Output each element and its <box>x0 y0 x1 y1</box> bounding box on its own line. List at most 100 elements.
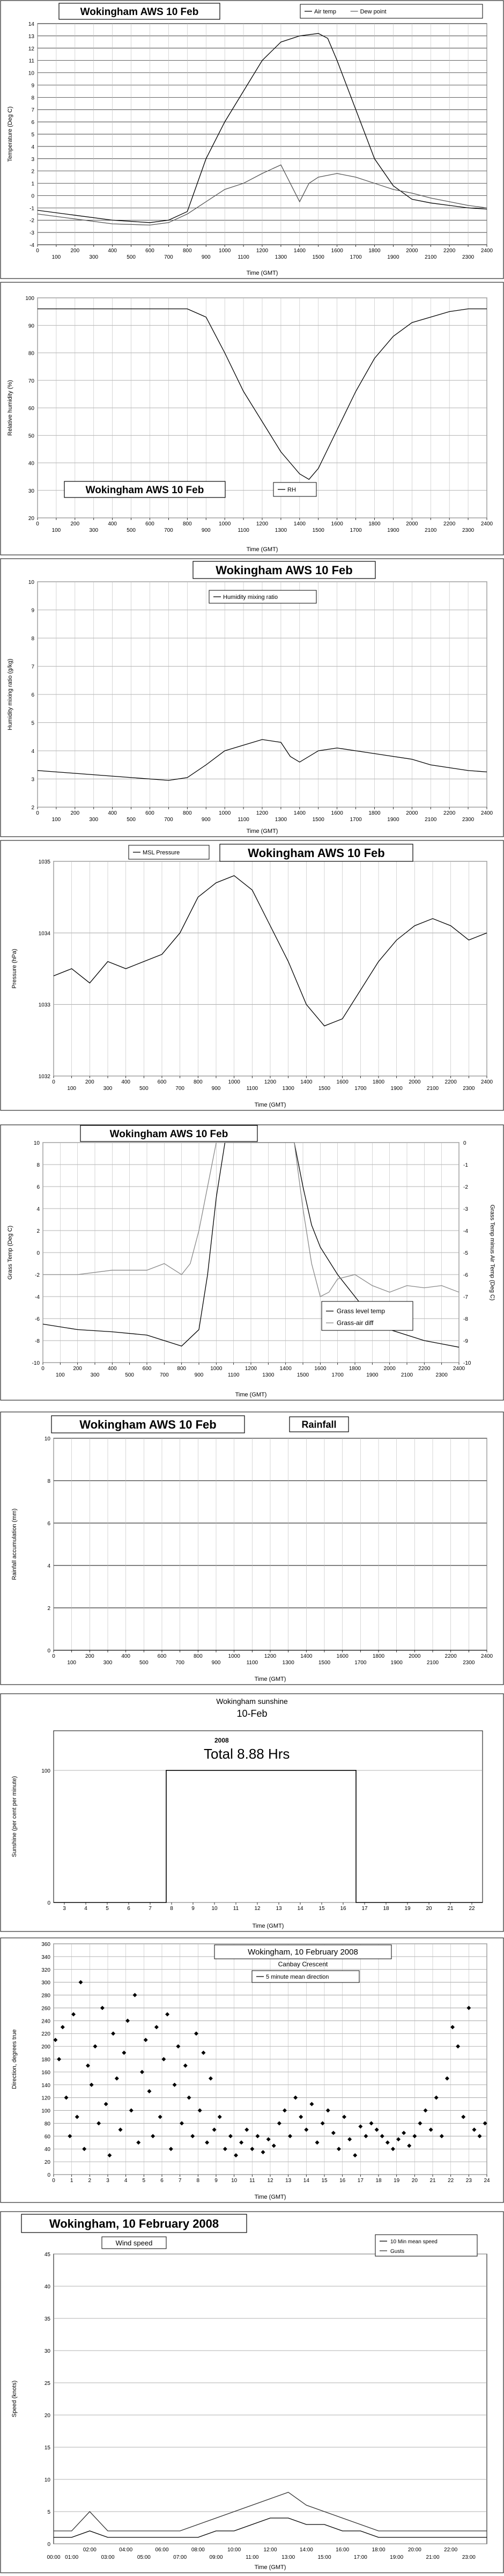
scatter-point <box>309 2102 314 2106</box>
x-tick-label: 1500 <box>313 254 325 260</box>
scatter-point <box>277 2121 281 2126</box>
x-tick-label: 1100 <box>238 254 249 260</box>
y-tick-label: 1035 <box>39 859 51 865</box>
y-tick-label: -3 <box>29 230 34 236</box>
x-tick-label: 18:00 <box>372 2547 385 2553</box>
x-tick-label: 03:00 <box>101 2555 114 2560</box>
scatter-point <box>412 2134 417 2139</box>
scatter-point <box>114 2076 119 2081</box>
x-tick-label: 21 <box>429 2178 436 2184</box>
x-tick-label: 13:00 <box>281 2555 295 2560</box>
scatter-point <box>165 2012 170 2017</box>
x-tick-label: 2300 <box>462 817 475 823</box>
series-line-0 <box>37 739 487 781</box>
x-tick-label: 1000 <box>219 810 231 816</box>
x-tick-label: 2300 <box>462 254 475 260</box>
y-tick-label: 10 <box>34 1140 40 1146</box>
y-tick-label: 40 <box>45 2147 51 2153</box>
scatter-point <box>423 2108 428 2113</box>
x-tick-label: 13 <box>276 1906 282 1912</box>
y-tick-label: 50 <box>28 433 35 439</box>
x-tick-label: 600 <box>145 248 154 254</box>
x-tick-label: 21:00 <box>426 2555 439 2560</box>
y-tick-label: 20 <box>45 2160 51 2165</box>
x-axis-label: Time (GMT) <box>255 2194 286 2200</box>
scatter-point <box>288 2134 293 2139</box>
legend-label: 10 Min mean speed <box>390 2239 438 2245</box>
scatter-point <box>60 2025 65 2030</box>
scatter-point <box>161 2057 166 2061</box>
x-tick-label: 1200 <box>256 810 269 816</box>
scatter-point <box>194 2031 198 2036</box>
y-tick-label: 9 <box>31 83 34 89</box>
y-tick-label: 100 <box>41 1768 50 1774</box>
temperature-chart: -4-3-2-101234567891011121314010020030040… <box>0 0 504 279</box>
x-tick-label: 300 <box>89 254 98 260</box>
chart-title: Wokingham AWS 10 Feb <box>86 485 204 496</box>
legend-label: Air temp <box>314 9 336 15</box>
y-tick-label: 20 <box>28 516 35 522</box>
x-tick-label: 1800 <box>349 1366 361 1372</box>
x-tick-label: 04:00 <box>119 2547 132 2553</box>
y-tick-label: 11 <box>29 58 35 64</box>
scatter-point <box>64 2095 69 2100</box>
x-tick-label: 1300 <box>275 817 287 823</box>
scatter-point <box>320 2121 325 2126</box>
y-tick-label: 2 <box>31 805 34 811</box>
wind-direction-chart: 0204060801001201401601802002202402602803… <box>0 1937 504 2203</box>
x-tick-label: 1900 <box>391 1660 403 1666</box>
x-tick-label: 16:00 <box>336 2547 349 2553</box>
y-tick-label: 320 <box>41 1967 50 1973</box>
pressure-chart: 1032 1033 1034 1035 0 100 200 300 400 500 600 700 80… <box>0 840 504 1111</box>
y-tick-label: 0 <box>47 1648 50 1654</box>
legend-label: MSL Pressure <box>143 850 180 856</box>
x-tick-label: 1500 <box>313 817 325 823</box>
scatter-point <box>472 2127 477 2132</box>
y-axis-label: Humidity mixing ratio (g/kg) <box>7 658 13 730</box>
y-tick-label: 35 <box>45 2316 51 2322</box>
legend-label: Grass-air diff <box>337 1319 374 1327</box>
x-tick-label: 2000 <box>409 1079 421 1085</box>
x-tick-label: 0 <box>52 1079 55 1085</box>
scatter-point <box>466 2006 471 2010</box>
chart-title-box <box>80 1125 258 1142</box>
x-tick-label: 1300 <box>275 528 287 533</box>
scatter-point <box>304 2127 309 2132</box>
legend-box <box>101 2236 167 2249</box>
chart-title: Wokingham, 10 February 2008 <box>248 1948 358 1957</box>
x-tick-label: 1600 <box>337 1079 349 1085</box>
chart-title-box <box>64 481 226 498</box>
y-tick-label: 260 <box>41 2006 50 2011</box>
y-tick-label: 2 <box>36 1228 40 1234</box>
scatter-point <box>57 2057 62 2061</box>
x-tick-label: 300 <box>91 1372 100 1378</box>
scatter-point <box>172 2082 177 2087</box>
scatter-point <box>369 2121 374 2126</box>
y-tick-label: 300 <box>41 1980 50 1986</box>
y-tick-label: 5 <box>31 721 34 727</box>
scatter-point <box>439 2134 444 2139</box>
scatter-point <box>407 2143 412 2148</box>
legend-label: 5 minute mean direction <box>266 1974 329 1980</box>
x-tick-label: 1700 <box>350 254 362 260</box>
x-tick-label: 2200 <box>443 810 456 816</box>
y-tick-label: 8 <box>47 1479 50 1484</box>
chart-title-box <box>58 3 220 20</box>
scatter-point <box>293 2095 298 2100</box>
x-tick-label: 500 <box>127 817 136 823</box>
chart-title-box <box>219 844 413 862</box>
y-tick-label: 6 <box>31 120 34 126</box>
x-tick-label: 700 <box>164 254 173 260</box>
x-tick-label: 200 <box>85 1653 94 1659</box>
y-tick-label: 1 <box>31 181 34 187</box>
y-tick-label: 90 <box>28 323 35 329</box>
y-tick-label: 200 <box>41 2044 50 2050</box>
scatter-point <box>154 2025 159 2030</box>
x-tick-label: 06:00 <box>155 2547 168 2553</box>
y-right-tick-label: -9 <box>463 1338 468 1344</box>
x-tick-label: 1200 <box>264 1079 277 1085</box>
y-tick-label: 4 <box>31 749 34 755</box>
x-tick-label: 1500 <box>297 1372 309 1378</box>
mixing-ratio-chart-panel: 2 3 4 5 6 7 8 9 10 0 100 200 300 400 500 600 700 800 900 10… <box>0 558 504 837</box>
x-tick-label: 600 <box>158 1079 167 1085</box>
